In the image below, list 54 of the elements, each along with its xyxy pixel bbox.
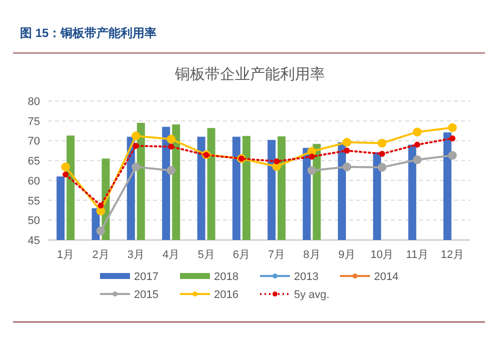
point: [308, 154, 315, 160]
point: [448, 123, 457, 132]
chart-subtitle: 铜板带企业产能利用率: [174, 66, 325, 83]
x-tick-label: 10月: [370, 249, 394, 261]
point: [378, 138, 386, 148]
y-tick-label: 45: [28, 235, 40, 247]
y-tick-label: 50: [28, 215, 40, 228]
legend-label: 2018: [214, 271, 238, 283]
point: [414, 142, 420, 148]
x-tick-label: 7月: [268, 249, 286, 261]
x-tick-label: 5月: [198, 249, 215, 261]
point: [344, 148, 350, 154]
point: [166, 134, 176, 144]
point: [412, 128, 422, 136]
legend-label: 2015: [134, 289, 158, 301]
y-tick-label: 55: [28, 195, 40, 208]
legend-label: 2013: [294, 271, 318, 283]
point: [132, 132, 140, 140]
x-tick-label: 3月: [127, 249, 144, 261]
y-tick-label: 65: [28, 156, 40, 168]
point: [378, 162, 386, 172]
x-tick-label: 1月: [57, 249, 74, 261]
point: [342, 162, 352, 172]
x-tick-label: 8月: [303, 249, 320, 261]
y-tick-label: 80: [28, 96, 40, 108]
legend-label: 2016: [214, 289, 238, 301]
point: [96, 226, 106, 236]
chart-title: 图 15：铜板带产能利用率: [20, 26, 157, 40]
y-tick-label: 75: [28, 116, 40, 128]
point: [166, 166, 176, 175]
point: [412, 155, 422, 164]
point: [342, 138, 352, 147]
x-tick-label: 6月: [232, 249, 250, 261]
x-tick-label: 12月: [440, 249, 464, 261]
legend-label: 5y avg.: [294, 289, 330, 301]
point: [61, 162, 70, 172]
point: [449, 135, 456, 142]
point: [274, 158, 280, 164]
legend-label: 2014: [374, 271, 398, 283]
y-tick-label: 60: [28, 175, 40, 188]
x-tick-label: 2月: [92, 249, 110, 261]
point: [379, 150, 386, 157]
y-tick-label: 70: [28, 136, 40, 148]
point: [132, 162, 140, 172]
x-tick-label: 9月: [338, 249, 356, 261]
point: [307, 166, 316, 175]
point: [448, 151, 457, 160]
x-tick-label: 11月: [406, 249, 428, 261]
point: [98, 202, 104, 208]
point: [62, 171, 69, 178]
legend-label: 2017: [134, 271, 158, 283]
point: [132, 142, 139, 149]
x-tick-label: 4月: [162, 249, 180, 261]
point: [168, 144, 174, 150]
